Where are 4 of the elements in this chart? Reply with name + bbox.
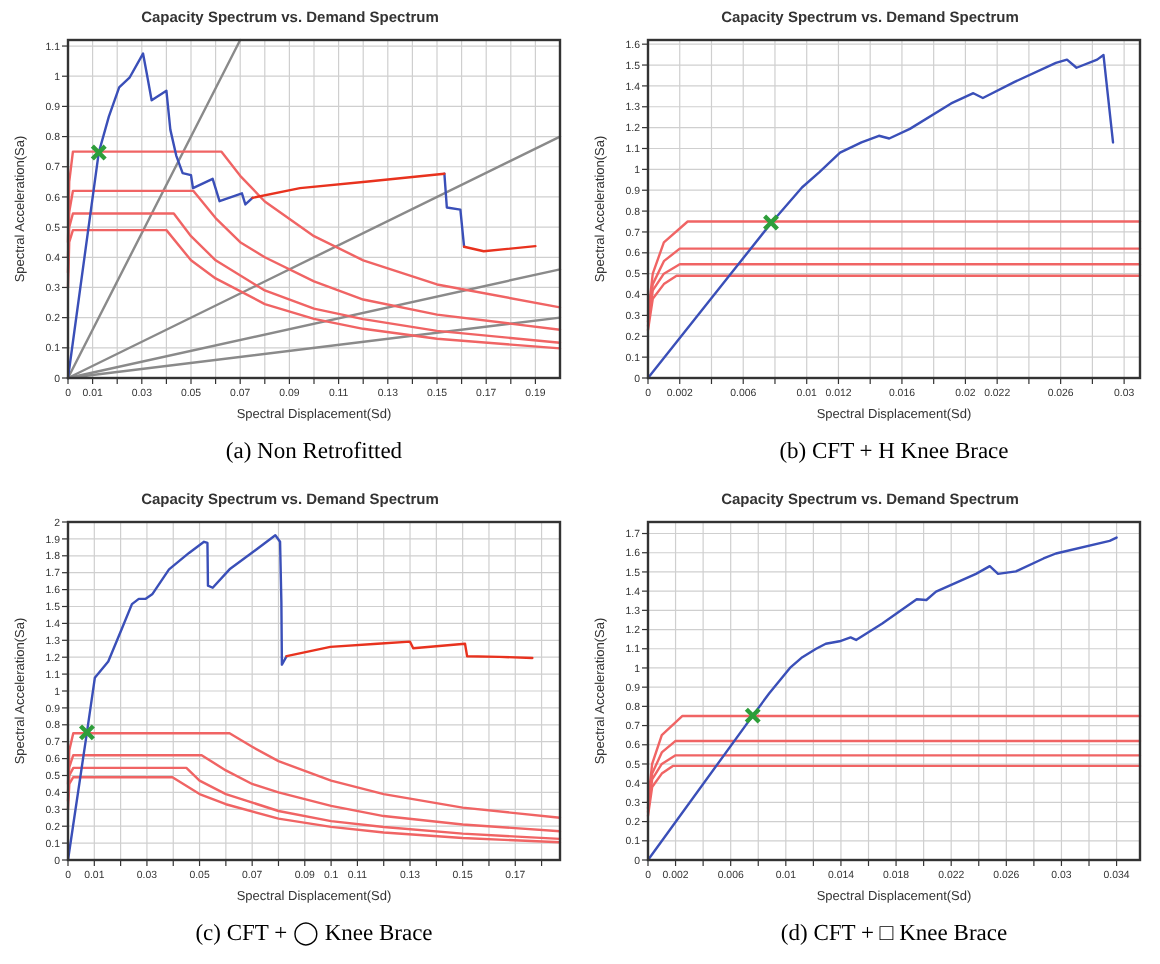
text: (d) CFT + □ Knee Brace bbox=[780, 922, 1008, 946]
text: (a) Non Retrofitted bbox=[225, 440, 403, 464]
text: (b) CFT + H Knee Brace bbox=[779, 440, 1009, 464]
text: (c) CFT + ◯ Knee Brace bbox=[195, 920, 433, 946]
